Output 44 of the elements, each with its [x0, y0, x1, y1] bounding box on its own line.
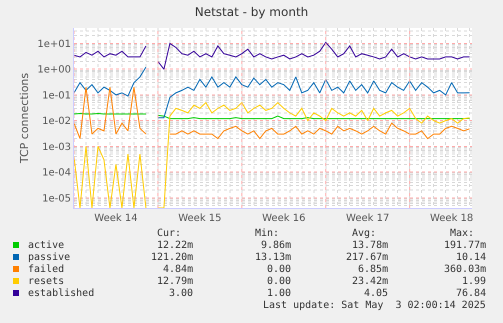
text: 0.00 — [267, 264, 292, 275]
text: 1.00 — [267, 288, 292, 299]
y-axis-title: TCP connections — [18, 72, 32, 164]
y-tick-label: 1e-01 — [42, 90, 71, 102]
text: 121.20m — [151, 252, 194, 263]
text: 4.05 — [364, 288, 388, 299]
text: Cur: — [157, 228, 182, 239]
y-tick-label: 1e+01 — [37, 38, 71, 50]
text: Avg: — [352, 228, 376, 239]
text: 6.85m — [358, 264, 388, 275]
legend-label: failed — [28, 264, 64, 275]
x-tick-label: Week 18 — [430, 213, 474, 224]
text: 0.00 — [267, 276, 292, 287]
text: 1.99 — [462, 276, 486, 287]
y-tick-label: 1e-05 — [42, 193, 71, 204]
text: 12.79m — [157, 276, 194, 287]
text: 3.00 — [169, 288, 194, 299]
x-tick-label: Week 15 — [178, 213, 222, 224]
text: Min: — [255, 228, 280, 239]
text: 76.84 — [456, 288, 486, 299]
legend-label: active — [28, 240, 64, 251]
x-tick-label: Week 17 — [346, 213, 390, 224]
text: 217.67m — [346, 252, 388, 263]
text: 9.86m — [261, 240, 292, 251]
legend-label: established — [28, 288, 94, 299]
text: 13.78m — [352, 240, 388, 251]
legend-label: passive — [28, 252, 70, 263]
y-tick-label: 1e-04 — [42, 168, 71, 179]
chart-title: Netstat - by month — [194, 5, 308, 20]
y-tick-label: 1e-03 — [42, 142, 71, 153]
text: 12.22m — [157, 240, 194, 251]
text: 360.03m — [444, 264, 486, 275]
legend-label: resets — [28, 276, 64, 287]
text: 191.77m — [444, 240, 486, 251]
text: 23.42m — [352, 276, 388, 287]
y-tick-label: 1e+00 — [37, 64, 71, 76]
text: Max: — [450, 228, 474, 239]
y-tick-label: 1e-02 — [42, 116, 71, 128]
text: 13.13m — [255, 252, 292, 263]
x-tick-label: Week 14 — [94, 213, 138, 224]
x-tick-label: Week 16 — [262, 213, 306, 224]
text: 10.14 — [456, 252, 486, 263]
text: 4.84m — [163, 264, 194, 275]
text: Last update: Sat May 3 02:00:14 2025 — [263, 300, 486, 311]
